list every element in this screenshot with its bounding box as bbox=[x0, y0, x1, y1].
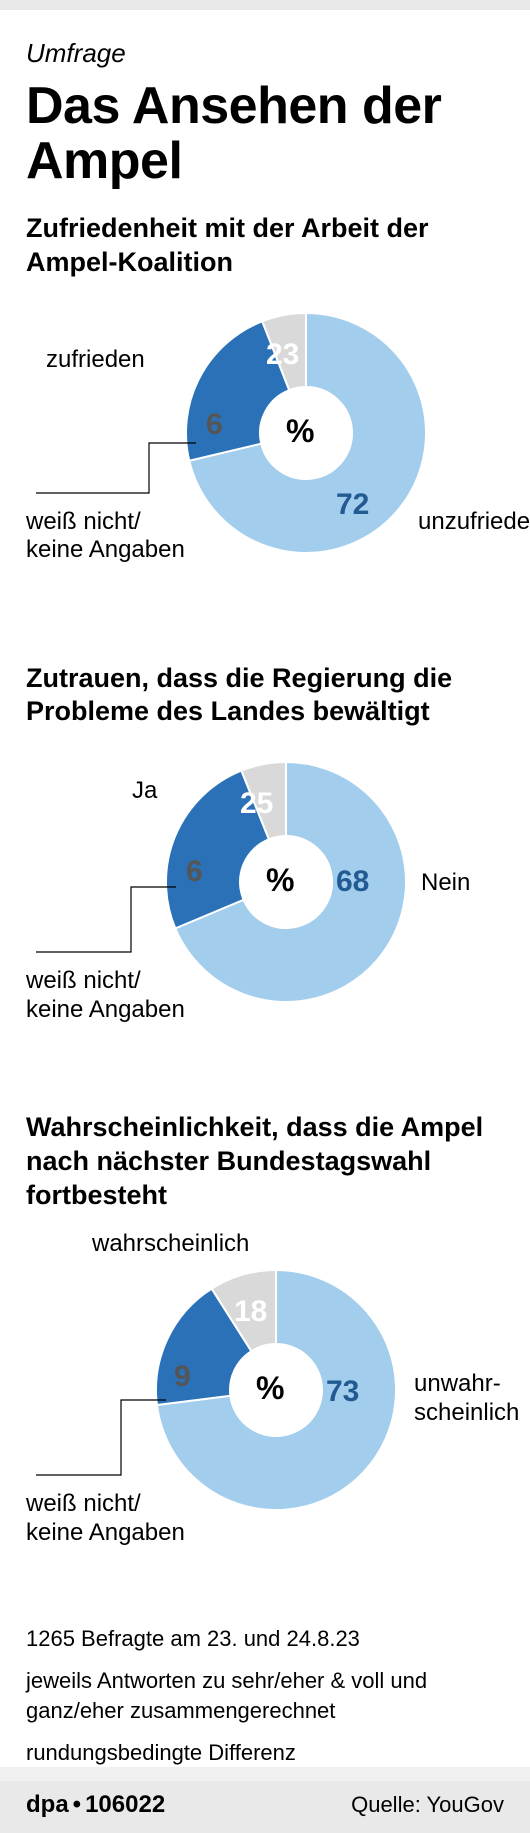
percent-symbol: % bbox=[266, 862, 294, 899]
slice-value: 6 bbox=[186, 855, 203, 889]
chart-wrap: % Nein 68 Ja 25 weiß nicht/ keine Angaben 6 bbox=[26, 747, 504, 1077]
chart-section: Zufriedenheit mit der Arbeit der Ampel-K… bbox=[26, 212, 504, 628]
slice-label: Ja bbox=[132, 777, 157, 806]
slice-label: weiß nicht/ keine Angaben bbox=[26, 967, 185, 1025]
slice-label: Nein bbox=[421, 869, 470, 898]
percent-symbol: % bbox=[256, 1370, 284, 1407]
slice-value: 9 bbox=[174, 1360, 191, 1394]
slice-label: zufrieden bbox=[46, 346, 145, 375]
slice-value: 25 bbox=[240, 787, 273, 821]
footnote-line: 1265 Befragte am 23. und 24.8.23 bbox=[26, 1624, 504, 1654]
chart-title: Wahrscheinlichkeit, dass die Ampel nach … bbox=[26, 1111, 504, 1212]
percent-symbol: % bbox=[286, 413, 314, 450]
slice-value: 73 bbox=[326, 1375, 359, 1409]
chart-section: Wahrscheinlichkeit, dass die Ampel nach … bbox=[26, 1111, 504, 1590]
slice-label: unwahr- scheinlich bbox=[414, 1370, 519, 1428]
slice-value: 18 bbox=[234, 1295, 267, 1329]
slice-label: weiß nicht/ keine Angaben bbox=[26, 508, 185, 566]
leader-line bbox=[36, 1400, 166, 1475]
infographic-container: Umfrage Das Ansehen der Ampel Zufriedenh… bbox=[0, 10, 530, 1767]
brand: dpa bbox=[26, 1791, 69, 1818]
slice-label: wahrscheinlich bbox=[92, 1230, 249, 1259]
leader-line bbox=[36, 887, 176, 952]
top-bar bbox=[0, 0, 530, 10]
slice-label: unzufrieden bbox=[418, 508, 530, 537]
leader-line bbox=[36, 443, 196, 493]
footnotes: 1265 Befragte am 23. und 24.8.23 jeweils … bbox=[26, 1624, 504, 1767]
slice-value: 23 bbox=[266, 338, 299, 372]
chart-section: Zutrauen, dass die Regierung die Problem… bbox=[26, 662, 504, 1078]
source-label: Quelle: YouGov bbox=[351, 1792, 504, 1818]
chart-title: Zufriedenheit mit der Arbeit der Ampel-K… bbox=[26, 212, 504, 280]
slice-value: 6 bbox=[206, 408, 223, 442]
footnote-line: jeweils Antworten zu sehr/eher & voll un… bbox=[26, 1666, 504, 1725]
footer-bar: dpa•106022 Quelle: YouGov bbox=[0, 1781, 530, 1833]
footnote-line: rundungsbedingte Differenz bbox=[26, 1738, 504, 1768]
slice-value: 68 bbox=[336, 865, 369, 899]
kicker: Umfrage bbox=[26, 38, 504, 69]
chart-wrap: %unzufrieden72zufrieden23weiß nicht/ kei… bbox=[26, 298, 504, 628]
slice-label: weiß nicht/ keine Angaben bbox=[26, 1490, 185, 1548]
brand-code: dpa•106022 bbox=[26, 1791, 165, 1819]
code: 106022 bbox=[85, 1791, 165, 1818]
slice-value: 72 bbox=[336, 488, 369, 522]
chart-wrap: %unwahr- scheinlich73wahrscheinlich18wei… bbox=[26, 1230, 504, 1590]
headline: Das Ansehen der Ampel bbox=[26, 79, 504, 188]
chart-title: Zutrauen, dass die Regierung die Problem… bbox=[26, 662, 504, 730]
